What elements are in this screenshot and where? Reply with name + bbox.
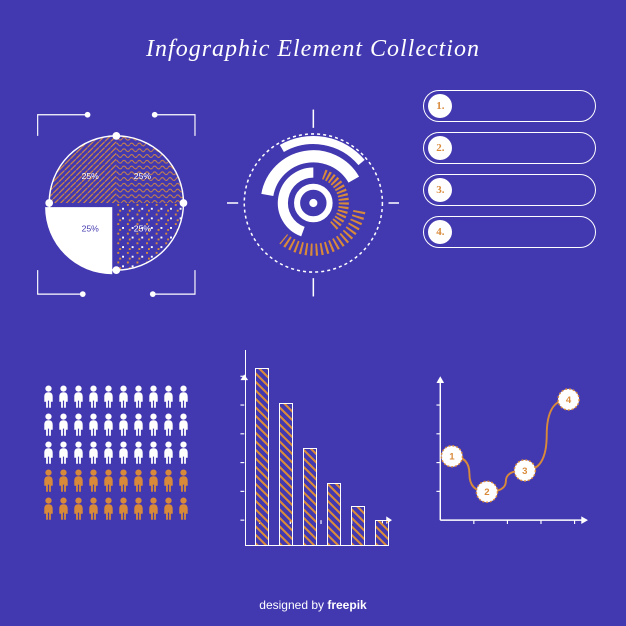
bar [279,403,293,545]
svg-text:2: 2 [485,487,490,498]
bar [303,448,317,546]
people-row [42,413,190,437]
person-icon [57,497,70,521]
person-icon [72,469,85,493]
person-icon [42,385,55,409]
svg-text:25%: 25% [82,171,100,181]
person-icon [87,385,100,409]
bar [375,520,389,545]
person-icon [132,385,145,409]
person-icon [57,385,70,409]
person-icon [42,413,55,437]
list-item: 4. [423,216,596,248]
bar [327,483,341,545]
person-icon [117,385,130,409]
element-grid: 25% 25% 25% 25% 1. 2. 3. 4. 1 2 3 4 [30,90,596,566]
list-number-dot: 4. [428,220,452,244]
svg-text:25%: 25% [134,223,152,233]
list-number-dot: 3. [428,178,452,202]
person-icon [177,385,190,409]
pie-chart: 25% 25% 25% 25% [30,90,203,316]
list-number-dot: 2. [428,136,452,160]
people-row [42,469,190,493]
credit-prefix: designed by [259,598,327,612]
svg-text:3: 3 [523,466,528,477]
person-icon [102,497,115,521]
person-icon [87,441,100,465]
person-icon [147,441,160,465]
person-icon [147,413,160,437]
person-icon [162,469,175,493]
person-icon [132,441,145,465]
person-icon [87,413,100,437]
credit-line: designed by freepik [0,598,626,612]
list-item: 1. [423,90,596,122]
person-icon [42,497,55,521]
person-icon [57,413,70,437]
credit-brand: freepik [327,598,366,612]
person-icon [147,497,160,521]
list-item: 2. [423,132,596,164]
person-icon [72,497,85,521]
page-title: Infographic Element Collection [0,36,626,63]
bar-chart [227,340,400,566]
person-icon [117,413,130,437]
person-icon [177,441,190,465]
person-icon [132,497,145,521]
person-icon [102,469,115,493]
person-icon [177,497,190,521]
svg-text:1: 1 [450,452,456,463]
person-icon [147,385,160,409]
people-row [42,385,190,409]
person-icon [72,385,85,409]
line-chart: 1 2 3 4 [423,340,596,566]
bar [351,506,365,545]
person-icon [87,497,100,521]
svg-text:25%: 25% [134,171,152,181]
person-icon [147,469,160,493]
person-icon [102,385,115,409]
person-icon [162,497,175,521]
person-icon [87,469,100,493]
person-icon [72,441,85,465]
svg-text:4: 4 [566,395,572,406]
person-icon [42,469,55,493]
person-icon [117,441,130,465]
svg-text:25%: 25% [82,223,100,233]
bar [255,368,269,545]
person-icon [132,469,145,493]
person-icon [57,469,70,493]
person-icon [117,469,130,493]
person-icon [42,441,55,465]
people-row [42,441,190,465]
person-icon [162,413,175,437]
person-icon [117,497,130,521]
list-number-dot: 1. [428,94,452,118]
list-item: 3. [423,174,596,206]
person-icon [57,441,70,465]
person-icon [162,441,175,465]
person-icon [162,385,175,409]
bar-axis-y [245,350,246,546]
person-icon [177,469,190,493]
person-icon [132,413,145,437]
radial-chart [227,90,400,316]
numbered-list: 1. 2. 3. 4. [423,90,596,316]
person-icon [72,413,85,437]
people-pictogram [30,340,203,566]
person-icon [177,413,190,437]
bar-axis-x [245,545,390,546]
people-row [42,497,190,521]
person-icon [102,441,115,465]
person-icon [102,413,115,437]
